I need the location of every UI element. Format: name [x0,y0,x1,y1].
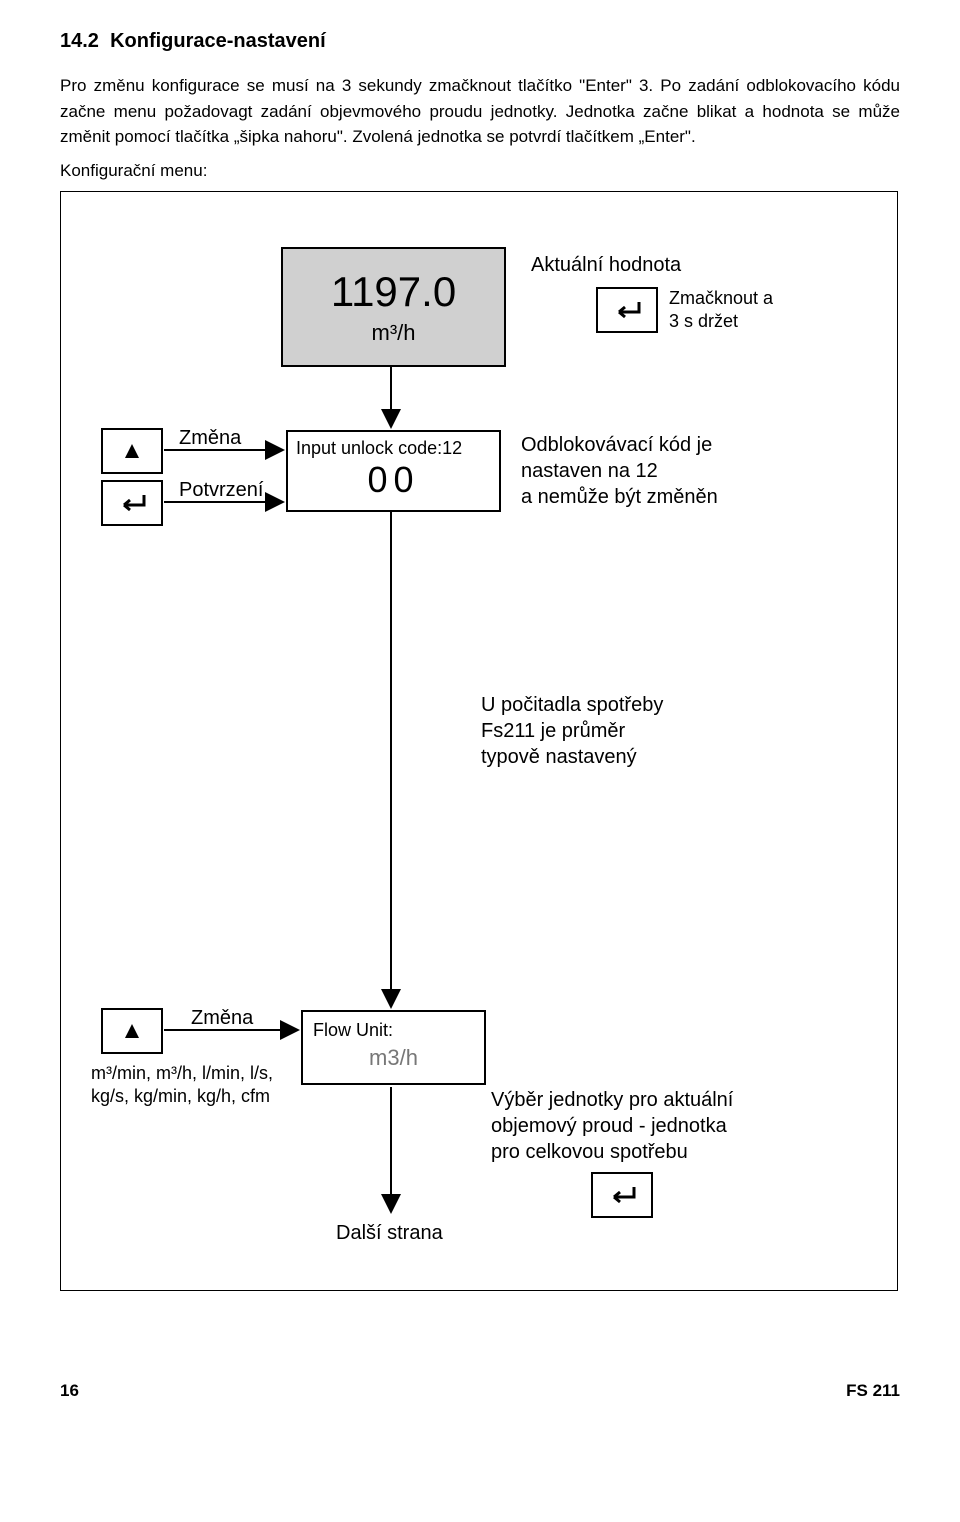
label-change-2: Změna [191,1005,253,1031]
label-confirm: Potvrzení [179,477,263,503]
diagram: 1197.0 m³/h Aktuální hodnota Zmačknout a… [60,191,898,1291]
arrow-up-icon: ▲ [120,1017,144,1045]
unlock-note: Odblokovávací kód je nastaven na 12 a ne… [521,432,718,510]
heading-text: Konfigurace-nastavení [110,30,326,52]
arrow-up-icon: ▲ [120,437,144,465]
unlock-value: 00 [296,459,491,501]
lcd-unit: m³/h [372,320,416,346]
up-arrow-button-1[interactable]: ▲ [101,428,163,474]
lcd-display: 1197.0 m³/h [281,247,506,367]
unlock-header: Input unlock code:12 [296,438,491,459]
enter-icon [604,1183,640,1207]
enter-button-bottom[interactable] [591,1172,653,1218]
enter-icon [609,298,645,322]
footer-page-number: 16 [60,1381,79,1401]
up-arrow-button-2[interactable]: ▲ [101,1008,163,1054]
flow-unit-box: Flow Unit: m3/h [301,1010,486,1085]
footer-doc-id: FS 211 [846,1381,900,1401]
enter-button-confirm[interactable] [101,480,163,526]
enter-button-top[interactable] [596,287,658,333]
heading-number: 14.2 [60,30,99,52]
paragraph-1: Pro změnu konfigurace se musí na 3 sekun… [60,73,900,150]
counter-note: U počitadla spotřeby Fs211 je průměr typ… [481,692,663,770]
label-change-1: Změna [179,425,241,451]
flow-header: Flow Unit: [313,1020,474,1041]
lcd-value: 1197.0 [331,268,456,316]
flow-note: Výběr jednotky pro aktuální objemový pro… [491,1087,733,1165]
unlock-code-box: Input unlock code:12 00 [286,430,501,512]
label-actual-value: Aktuální hodnota [531,252,681,278]
label-press-hold: Zmačknout a 3 s držet [669,287,773,334]
next-page-label: Další strana [336,1220,443,1246]
units-list: m³/min, m³/h, l/min, l/s, kg/s, kg/min, … [91,1062,273,1109]
enter-icon [114,491,150,515]
flow-value: m3/h [313,1045,474,1071]
paragraph-2: Konfigurační menu: [60,158,900,184]
